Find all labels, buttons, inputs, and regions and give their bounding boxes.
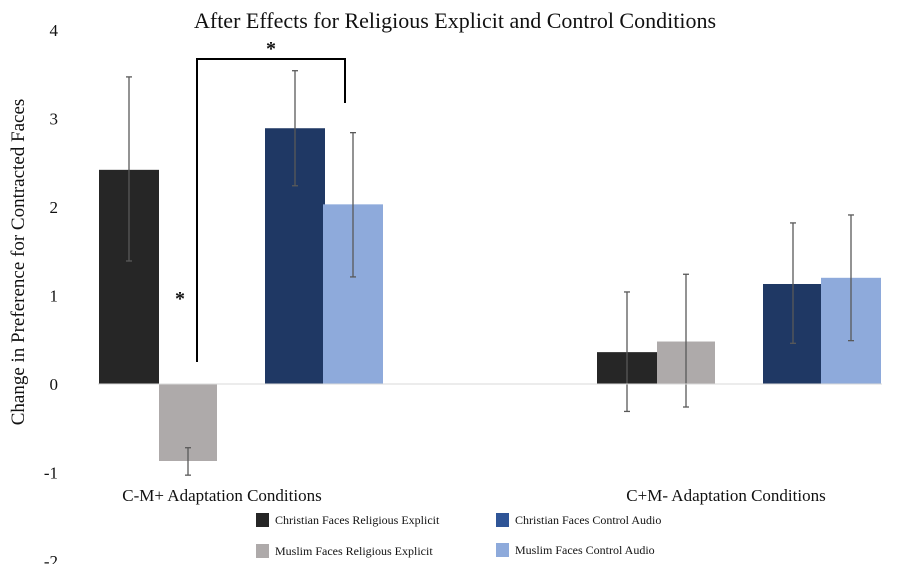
significance-annotations: ** [175,38,346,362]
chart-title: After Effects for Religious Explicit and… [194,8,716,33]
y-tick-label: 4 [50,21,59,40]
legend-label: Muslim Faces Control Audio [515,543,655,557]
legend-label: Christian Faces Religious Explicit [275,513,440,527]
y-tick-label: 3 [50,110,59,129]
category-label: C-M+ Adaptation Conditions [122,486,321,505]
y-tick-label: -1 [44,464,58,483]
significance-bracket [196,58,346,362]
y-tick-label: 0 [50,375,59,394]
y-axis-label: Change in Preference for Contracted Face… [8,99,29,426]
y-tick-label: 2 [50,198,59,217]
legend-label: Muslim Faces Religious Explicit [275,544,433,558]
legend-swatch [496,513,509,527]
legend-label: Christian Faces Control Audio [515,513,661,527]
significance-star: * [266,38,276,60]
significance-star: * [175,288,185,310]
legend-swatch [256,513,269,527]
legend-swatch [496,543,509,557]
y-axis-ticks: -2 -1 0 1 2 3 4 [44,21,59,564]
y-tick-label: -2 [44,552,58,564]
category-label: C+M- Adaptation Conditions [626,486,825,505]
legend: Christian Faces Religious Explicit Muslim… [256,513,661,558]
legend-swatch [256,544,269,558]
error-bars [126,70,854,476]
category-labels: C-M+ Adaptation Conditions C+M- Adaptatio… [122,486,825,505]
bars [99,128,881,461]
y-tick-label: 1 [50,287,59,306]
